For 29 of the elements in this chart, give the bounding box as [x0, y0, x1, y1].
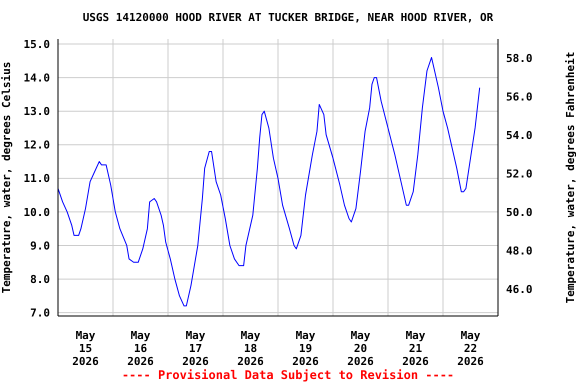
x-tick-label: May 19 2026	[292, 329, 320, 368]
x-tick-label: May 22 2026	[457, 329, 484, 368]
y-tick-label: 11.0	[24, 172, 50, 186]
y2-tick-label: 54.0	[506, 129, 532, 142]
y-tick-label: 8.0	[30, 272, 50, 286]
y-tick-label: 7.0	[30, 306, 50, 320]
text: ---- Provisional Data Subject to Revision ----	[120, 368, 456, 382]
y2-tick-label: 58.0	[506, 52, 532, 66]
y-axis-title: Temperature, water, degrees Celsius	[0, 62, 13, 294]
x-tick-label: May 15 2026	[72, 329, 100, 368]
y-tick-label: 12.0	[24, 138, 50, 152]
y2-tick-label: 52.0	[506, 168, 532, 181]
y2-tick-label: 46.0	[506, 282, 532, 296]
y-tick-label: 9.0	[30, 239, 50, 252]
x-tick-label: May 16 2026	[127, 329, 154, 368]
y-tick-label: 14.0	[24, 72, 50, 85]
y-tick-label: 15.0	[24, 38, 50, 51]
y-tick-label: 13.0	[24, 105, 50, 118]
x-tick-label: May 18 2026	[237, 329, 264, 368]
y2-axis-title: Temperature, water, degrees Fahrenheit	[564, 52, 576, 304]
y-tick-label: 10.0	[24, 206, 50, 219]
y2-tick-label: 48.0	[506, 244, 532, 258]
y2-tick-label: 50.0	[506, 206, 532, 220]
x-tick-label: May 21 2026	[402, 329, 430, 368]
line-series	[58, 56, 480, 306]
chart-title: USGS 14120000 HOOD RIVER AT TUCKER BRIDGE, NEAR HOOD RIVER, OR	[82, 11, 494, 24]
x-tick-label: May 20 2026	[347, 329, 374, 368]
x-tick-label: May 17 2026	[182, 329, 210, 368]
y2-tick-label: 56.0	[506, 90, 532, 104]
